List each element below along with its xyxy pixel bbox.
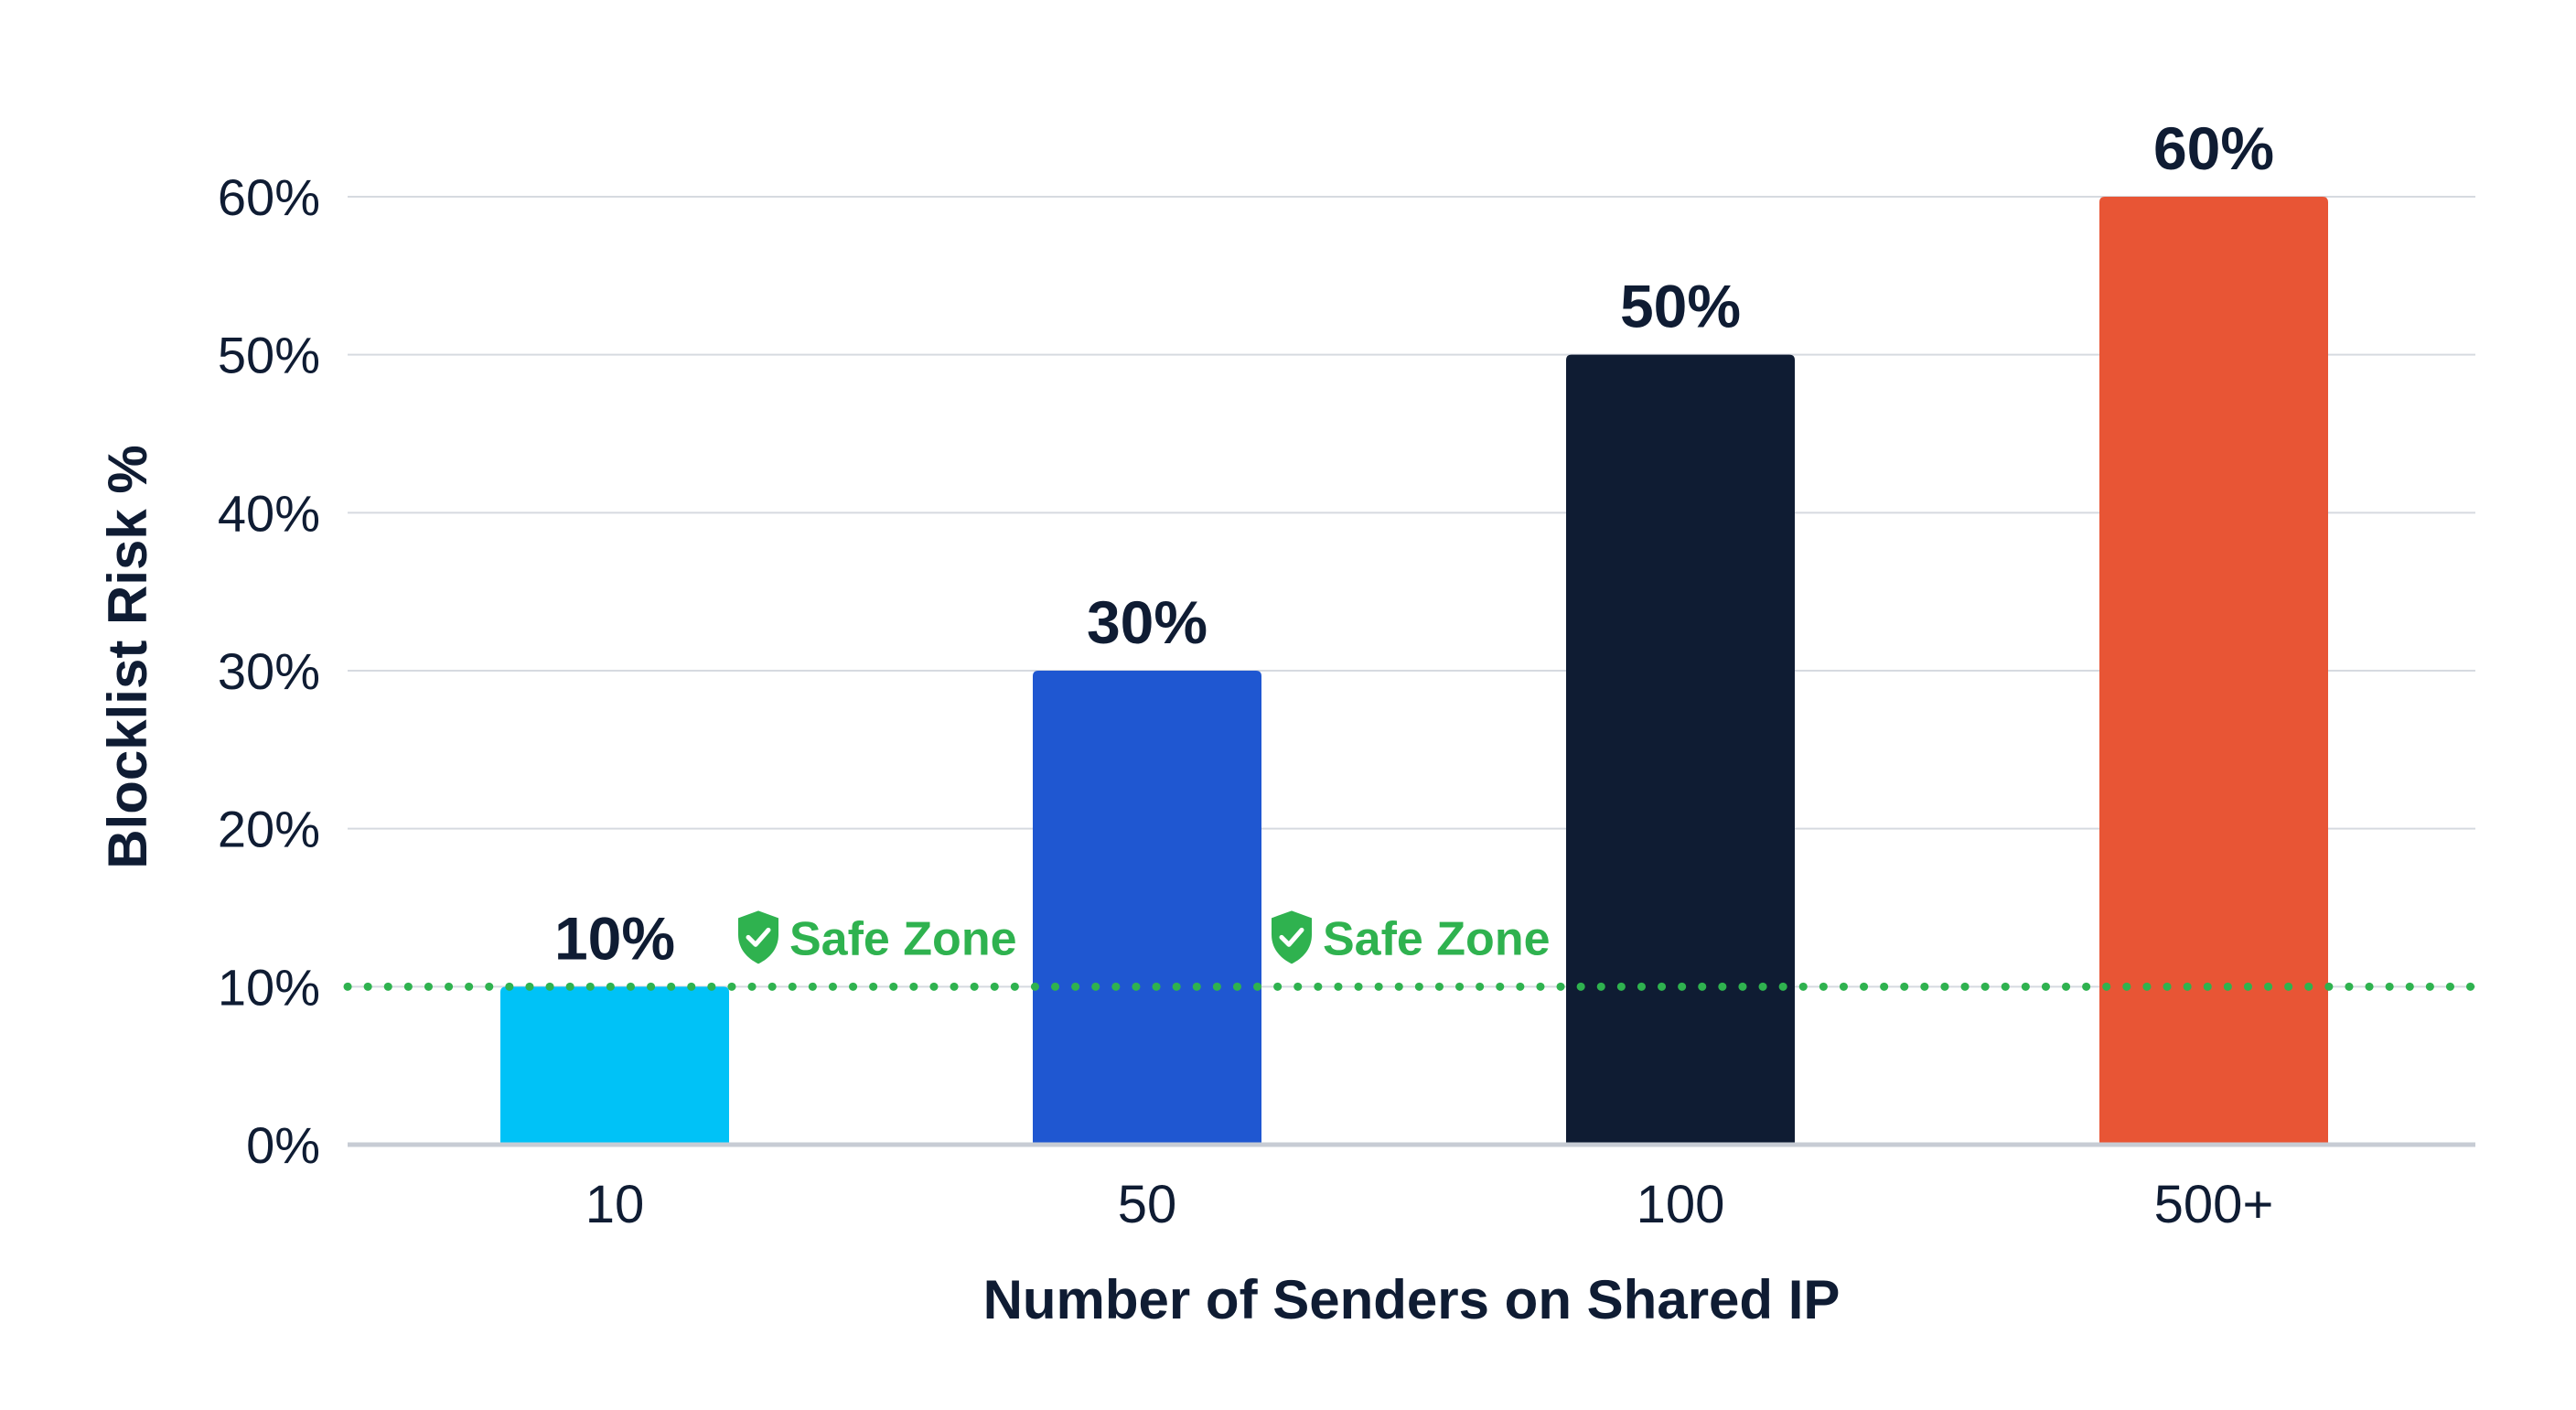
y-axis-title: Blocklist Risk % bbox=[97, 445, 158, 869]
y-tick-label: 20% bbox=[218, 801, 320, 858]
y-tick-label: 30% bbox=[218, 642, 320, 700]
bar-value-label: 30% bbox=[1087, 588, 1208, 656]
bar-10 bbox=[500, 986, 729, 1145]
bar-50 bbox=[1033, 671, 1261, 1145]
bar-100 bbox=[1566, 354, 1795, 1146]
safe-zone-label: Safe Zone bbox=[789, 912, 1017, 965]
x-tick-label: 500+ bbox=[2154, 1175, 2274, 1234]
x-tick-label: 100 bbox=[1637, 1175, 1725, 1234]
y-axis-ticks: 0% 10% 20% 30% 40% 50% 60% bbox=[218, 168, 320, 1174]
bar-value-label: 10% bbox=[554, 904, 675, 972]
bar-value-labels: 10% 30% 50% 60% bbox=[554, 114, 2274, 972]
x-axis-title: Number of Senders on Shared IP bbox=[983, 1269, 1841, 1330]
x-tick-label: 10 bbox=[585, 1175, 645, 1234]
x-tick-label: 50 bbox=[1118, 1175, 1177, 1234]
safe-zone-annotations: Safe Zone Safe Zone bbox=[738, 910, 1551, 965]
shield-check-icon bbox=[738, 910, 778, 964]
y-tick-label: 0% bbox=[246, 1116, 320, 1174]
x-axis-ticks: 10 50 100 500+ bbox=[585, 1175, 2274, 1234]
checkmark-icon bbox=[746, 927, 771, 947]
shield-check-icon bbox=[1272, 910, 1312, 964]
bars bbox=[500, 197, 2328, 1146]
bar-500plus bbox=[2099, 197, 2328, 1145]
bar-value-label: 60% bbox=[2153, 114, 2274, 182]
y-tick-label: 50% bbox=[218, 327, 320, 384]
y-tick-label: 60% bbox=[218, 168, 320, 226]
safe-zone-annotation: Safe Zone bbox=[1272, 910, 1551, 965]
y-tick-label: 40% bbox=[218, 484, 320, 542]
checkmark-icon bbox=[1279, 927, 1304, 947]
safe-zone-annotation: Safe Zone bbox=[738, 910, 1017, 965]
safe-zone-label: Safe Zone bbox=[1323, 912, 1551, 965]
y-tick-label: 10% bbox=[218, 958, 320, 1016]
bar-value-label: 50% bbox=[1620, 273, 1741, 340]
